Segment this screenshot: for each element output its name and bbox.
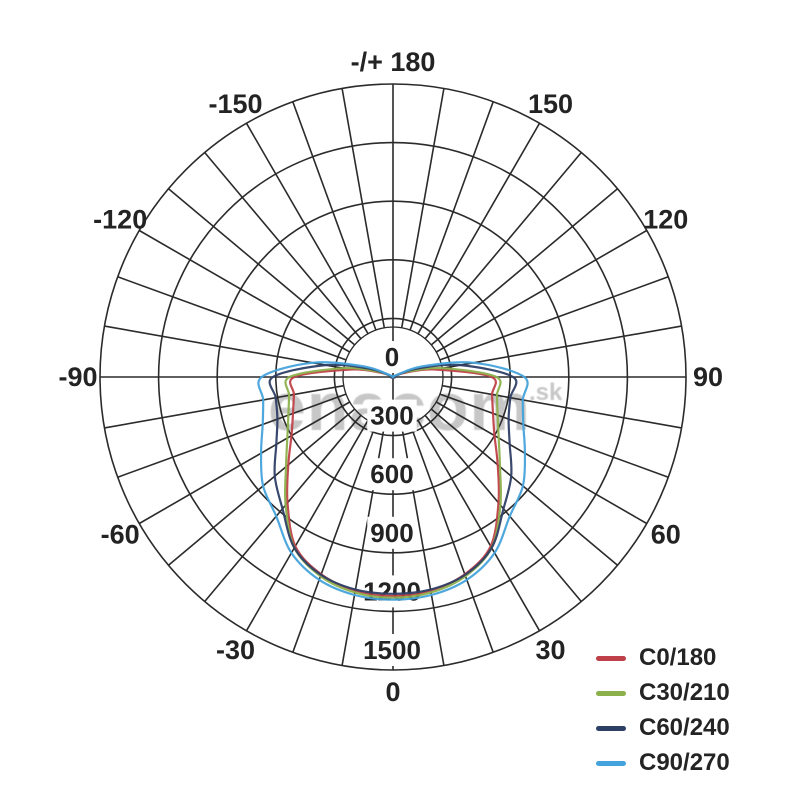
radial-tick-label: 0 — [385, 342, 399, 372]
radial-tick-label-mask — [367, 516, 417, 549]
angle-label: 0 — [385, 677, 400, 707]
angle-label: 90 — [693, 362, 723, 392]
radial-tick-label: 900 — [370, 518, 413, 548]
grid-spoke — [400, 88, 445, 328]
radial-tick-label: 300 — [370, 401, 413, 431]
grid-spoke — [417, 419, 541, 632]
grid-spoke — [138, 229, 351, 353]
grid-spoke — [430, 408, 619, 566]
legend-item: C0/180 — [596, 646, 730, 670]
radial-tick-label-mask — [381, 341, 403, 373]
grid-spoke — [245, 122, 369, 335]
grid-spoke — [417, 122, 541, 335]
curve-c60-240 — [268, 363, 518, 595]
angle-label: 60 — [651, 520, 681, 550]
angle-label: -150 — [208, 89, 262, 119]
curve-c30-210 — [283, 366, 503, 599]
legend-label: C0/180 — [639, 644, 717, 671]
grid-spoke — [435, 401, 648, 525]
grid-spoke — [439, 276, 669, 361]
legend-swatch-c90-270 — [596, 760, 626, 766]
grid-spoke — [430, 188, 619, 346]
grid-spoke — [442, 384, 682, 429]
legend-swatch-c60-240 — [596, 725, 626, 731]
legend-item: C60/240 — [596, 716, 730, 740]
grid-spoke — [117, 276, 347, 361]
grid-spoke — [104, 384, 344, 429]
radial-tick-label: 1500 — [363, 635, 421, 665]
grid-spoke — [117, 393, 347, 478]
grid-spoke — [424, 151, 582, 340]
legend-swatch-c30-210 — [596, 690, 626, 696]
legend-label: C30/210 — [639, 679, 730, 706]
radial-tick-label-mask — [367, 399, 417, 432]
grid-spoke — [292, 423, 377, 653]
angle-label: -30 — [216, 635, 255, 665]
angle-label: 120 — [643, 205, 688, 235]
legend-item: C30/210 — [596, 681, 730, 705]
grid-spoke — [104, 325, 344, 370]
legend-item: C90/270 — [596, 751, 730, 775]
grid-spoke — [442, 325, 682, 370]
grid-spoke — [167, 188, 356, 346]
legend-label: C90/270 — [639, 749, 730, 776]
grid-spoke — [439, 393, 669, 478]
angle-label: 150 — [528, 89, 573, 119]
radial-tick-label-mask — [360, 634, 424, 666]
legend-swatch-c0-180 — [596, 655, 626, 661]
legend-label: C60/240 — [639, 714, 730, 741]
grid-spoke — [341, 88, 386, 328]
grid-spoke — [245, 419, 369, 632]
grid-spoke — [292, 101, 377, 331]
radial-tick-label: 600 — [370, 459, 413, 489]
grid-spoke — [435, 229, 648, 353]
grid-spoke — [409, 423, 494, 653]
angle-label: -60 — [101, 520, 140, 550]
radial-tick-label-mask — [367, 458, 417, 491]
angle-label: -/+ 180 — [351, 47, 436, 77]
grid-spoke — [204, 151, 362, 340]
legend: C0/180 C30/210 C60/240 C90/270 — [596, 646, 730, 775]
grid-spoke — [138, 401, 351, 525]
angle-label: -120 — [93, 205, 147, 235]
radial-tick-label: 1200 — [363, 576, 421, 606]
grid-spoke — [409, 101, 494, 331]
grid-spoke — [167, 408, 356, 566]
curve-c90-270 — [257, 361, 529, 601]
angle-label: 30 — [535, 635, 565, 665]
angle-label: -90 — [58, 362, 97, 392]
curve-c0-180 — [285, 368, 501, 597]
